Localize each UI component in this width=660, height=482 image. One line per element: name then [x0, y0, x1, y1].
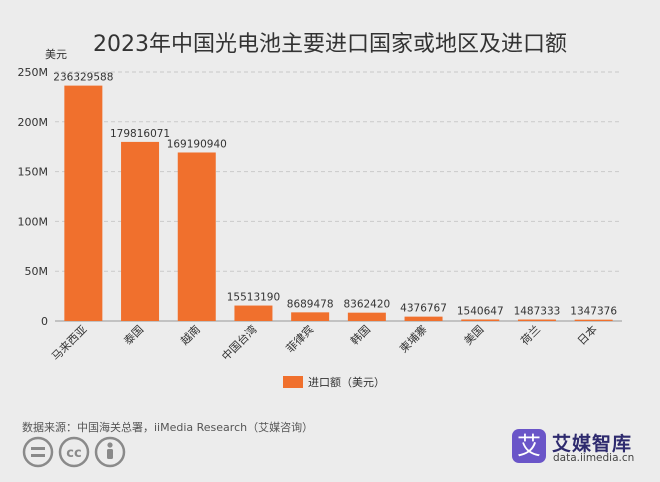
data-label: 236329588	[53, 72, 113, 84]
chart-title: 2023年中国光电池主要进口国家或地区及进口额	[93, 32, 567, 57]
svg-text:cc: cc	[66, 446, 81, 461]
bar-chart: 美元 0 50M 100M 150M 200M 250M 236329588 马来西亚 17981…	[18, 48, 622, 389]
bar	[121, 141, 160, 321]
license-icons: cc	[22, 436, 132, 474]
bar	[404, 316, 443, 321]
brand-name: 艾媒智库	[552, 433, 633, 455]
x-tick-label: 柬埔寨	[396, 322, 429, 355]
x-tick-label: 荷兰	[518, 323, 543, 348]
cc-equals-icon	[22, 436, 54, 468]
x-tick-label: 中国台湾	[219, 322, 260, 363]
data-label: 15513190	[227, 292, 280, 304]
legend-label: 进口额（美元）	[308, 376, 385, 389]
bar	[517, 319, 556, 321]
brand-block: 艾 艾媒智库 data.iimedia.cn	[512, 429, 642, 469]
data-label: 1540647	[457, 305, 504, 317]
x-tick-label: 日本	[574, 322, 599, 347]
bar	[234, 305, 273, 321]
legend-swatch	[283, 376, 303, 388]
y-tick-label: 200M	[18, 116, 49, 129]
brand-logo: 艾	[512, 429, 546, 463]
bar	[347, 312, 386, 321]
data-label: 169190940	[167, 138, 227, 150]
data-label: 8362420	[343, 299, 390, 311]
bar	[574, 319, 613, 321]
data-label: 1487333	[514, 306, 561, 318]
x-tick-label: 美国	[462, 323, 487, 348]
x-tick-label: 越南	[177, 322, 202, 347]
bar	[461, 319, 500, 321]
data-label: 179816071	[110, 128, 170, 140]
bar	[291, 312, 330, 321]
y-tick-label: 250M	[18, 66, 49, 79]
cc-by-icon	[94, 436, 126, 468]
y-tick-label: 50M	[25, 265, 49, 278]
y-tick-label: 150M	[18, 166, 49, 179]
x-tick-label: 泰国	[121, 322, 146, 347]
data-label: 8689478	[287, 298, 334, 310]
bar	[64, 85, 103, 322]
data-label: 1347376	[570, 306, 617, 318]
y-tick-label: 100M	[18, 215, 49, 228]
data-source-note: 数据来源：中国海关总署，iiMedia Research（艾媒咨询）	[22, 421, 314, 434]
y-axis-unit: 美元	[45, 48, 67, 61]
data-label: 4376767	[400, 303, 447, 315]
y-tick-label: 0	[41, 315, 48, 328]
cc-icon: cc	[58, 436, 90, 468]
x-tick-label: 马来西亚	[49, 323, 89, 363]
x-tick-label: 韩国	[348, 322, 373, 347]
x-tick-label: 菲律宾	[283, 322, 316, 355]
brand-url: data.iimedia.cn	[553, 452, 635, 464]
bar	[177, 152, 216, 321]
